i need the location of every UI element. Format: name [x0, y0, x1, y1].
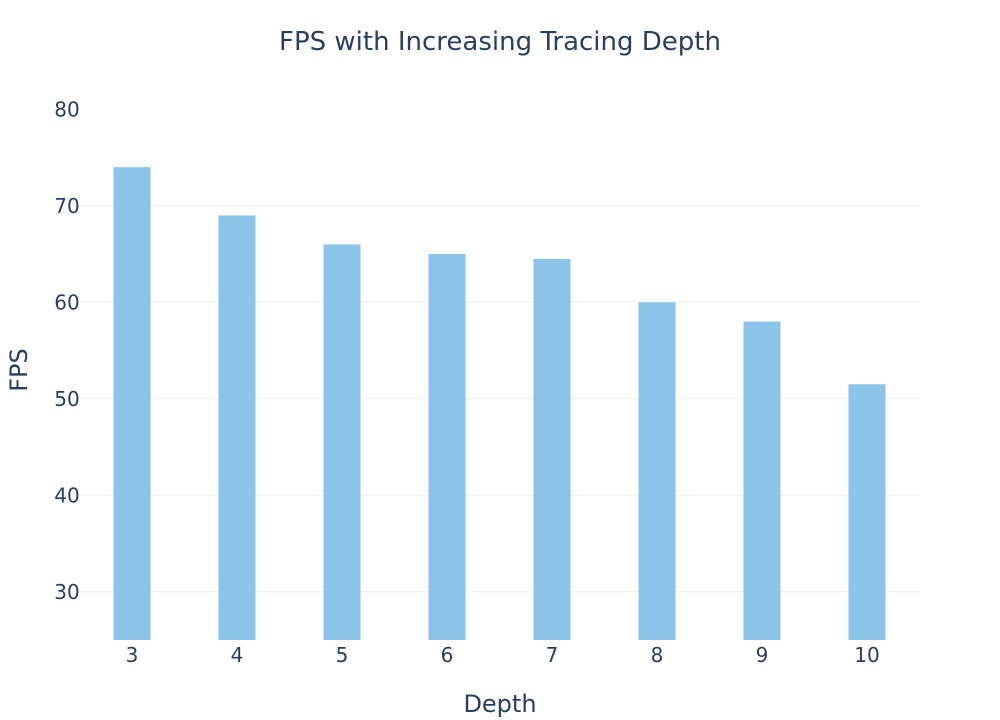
bar[interactable]: [533, 258, 571, 640]
x-tick-label: 7: [546, 643, 559, 667]
bar[interactable]: [428, 254, 466, 640]
y-axis-title: FPS: [5, 348, 33, 392]
y-tick-label: 30: [54, 580, 79, 604]
y-tick-label: 50: [54, 387, 79, 411]
x-tick-label: 10: [854, 643, 879, 667]
y-tick-label: 70: [54, 194, 79, 218]
y-tick-labels: 30 40 50 60 70 80: [54, 97, 79, 603]
y-tick-label: 80: [54, 97, 79, 121]
chart-title: FPS with Increasing Tracing Depth: [279, 27, 721, 57]
x-tick-label: 9: [756, 643, 769, 667]
bar[interactable]: [323, 244, 361, 640]
bar[interactable]: [743, 321, 781, 640]
x-tick-labels: 3 4 5 6 7 8 9 10: [126, 643, 880, 667]
x-tick-label: 8: [651, 643, 664, 667]
gridlines: [80, 205, 920, 593]
x-tick-label: 4: [231, 643, 244, 667]
bar[interactable]: [113, 167, 151, 640]
bars: [113, 167, 886, 640]
bar[interactable]: [638, 302, 676, 640]
x-axis-title: Depth: [463, 690, 536, 718]
y-tick-label: 40: [54, 483, 79, 507]
x-tick-label: 5: [336, 643, 349, 667]
bar[interactable]: [848, 384, 886, 640]
x-tick-label: 6: [441, 643, 454, 667]
bar[interactable]: [218, 215, 256, 640]
x-tick-label: 3: [126, 643, 139, 667]
y-tick-label: 60: [54, 290, 79, 314]
